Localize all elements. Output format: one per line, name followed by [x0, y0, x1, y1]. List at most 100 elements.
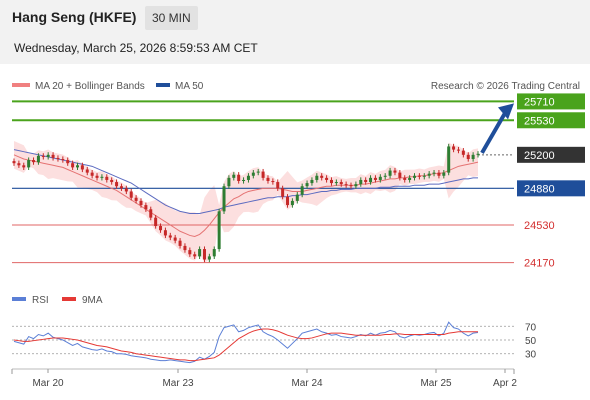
candle-body	[456, 149, 460, 151]
candle-body	[266, 177, 270, 181]
candle-body	[242, 179, 246, 181]
candle-body	[17, 163, 21, 166]
candle-body	[398, 172, 402, 178]
candle-body	[90, 172, 94, 176]
candle-body	[75, 165, 79, 168]
candle-body	[134, 197, 138, 201]
level-tag-25530	[517, 112, 585, 129]
candle-body	[427, 173, 431, 176]
candle-body	[461, 150, 465, 155]
candle-body	[261, 171, 265, 178]
candle-body	[80, 165, 84, 170]
candle-body	[36, 155, 40, 163]
candle-body	[315, 175, 319, 180]
candle-body	[227, 177, 231, 187]
ma50-line	[13, 149, 478, 214]
candle-body	[339, 182, 343, 185]
candle-body	[41, 155, 45, 157]
candle-body	[217, 211, 221, 250]
candle-body	[61, 159, 65, 161]
candle-body	[193, 254, 197, 257]
candle-body	[85, 169, 89, 173]
candle-body	[442, 172, 446, 176]
rsi-ma-legend-swatch	[62, 297, 76, 301]
level-tag-text-24880: 24880	[524, 183, 555, 195]
x-tick-label: Mar 20	[32, 378, 64, 389]
candle-body	[144, 205, 148, 210]
x-tick-label: Mar 25	[420, 378, 452, 389]
candle-body	[271, 181, 275, 183]
candle-body	[100, 176, 104, 178]
rsi-tick-label: 70	[525, 322, 537, 333]
interval-badge[interactable]: 30 MIN	[145, 6, 198, 30]
candle-body	[119, 186, 123, 189]
x-axis: Mar 20 Mar 23 Mar 24 Mar 25 Apr 2	[11, 368, 517, 389]
candle-body	[178, 240, 182, 246]
candle-body	[310, 179, 314, 184]
rsi-legend-swatch	[12, 297, 26, 301]
candle-body	[222, 186, 226, 212]
bollinger-bands	[14, 141, 478, 263]
candle-body	[378, 176, 382, 180]
credit-label: Research © 2026 Trading Central	[431, 81, 580, 92]
candle-body	[212, 249, 216, 257]
ma50-legend-label: MA 50	[175, 81, 204, 92]
candle-body	[286, 196, 290, 206]
candle-body	[110, 179, 114, 183]
candle-body	[388, 170, 392, 176]
candle-body	[281, 188, 285, 197]
candle-body	[432, 172, 436, 174]
candle-body	[188, 250, 192, 255]
candle-body	[276, 182, 280, 189]
candle-body	[383, 175, 387, 177]
candle-body	[71, 163, 75, 168]
ma20-legend-label: MA 20 + Bollinger Bands	[35, 81, 145, 92]
level-tag-text-25710: 25710	[524, 96, 555, 108]
candle-body	[232, 174, 236, 178]
candle-body	[129, 191, 133, 198]
price-chart: MA 20 + Bollinger Bands MA 50 Research ©…	[11, 81, 585, 389]
candle-body	[256, 171, 260, 173]
level-tag-text-25530: 25530	[524, 115, 555, 127]
candle-body	[354, 184, 358, 187]
candle-body	[159, 226, 163, 231]
candle-body	[359, 179, 363, 185]
candle-body	[403, 177, 407, 180]
candle-body	[373, 177, 377, 180]
moving-averages	[13, 149, 479, 238]
candle-body	[168, 235, 172, 238]
candle-body	[476, 153, 480, 155]
candle-body	[466, 154, 470, 160]
candle-body	[154, 217, 158, 227]
candle-body	[452, 146, 456, 150]
candle-body	[364, 179, 368, 183]
candle-body	[56, 157, 60, 160]
candle-body	[183, 245, 187, 251]
candle-body	[22, 165, 26, 168]
level-tag-25710	[517, 93, 585, 110]
x-tick-label: Mar 24	[291, 378, 323, 389]
rsi-panel: 70 50 30	[12, 321, 537, 364]
candle-body	[447, 146, 451, 173]
datetime-label: Wednesday, March 25, 2026 8:59:53 AM CET	[14, 41, 258, 55]
rsi-tick-label: 50	[525, 336, 537, 347]
candle-body	[344, 184, 348, 186]
candle-body	[305, 183, 309, 187]
candle-body	[334, 182, 338, 184]
candle-body	[237, 174, 241, 181]
candle-body	[300, 186, 304, 195]
candle-body	[66, 160, 70, 164]
x-tick-label: Mar 23	[162, 378, 194, 389]
ma20-legend-swatch	[12, 83, 30, 87]
candle-body	[139, 200, 143, 206]
candle-body	[27, 160, 31, 168]
candle-body	[207, 256, 211, 260]
candle-body	[95, 175, 99, 178]
candle-body	[32, 160, 36, 163]
candlesticks	[12, 143, 480, 263]
candle-body	[246, 175, 250, 180]
candle-body	[251, 172, 255, 176]
candle-body	[115, 182, 119, 187]
candle-body	[437, 172, 441, 176]
candle-body	[173, 237, 177, 241]
